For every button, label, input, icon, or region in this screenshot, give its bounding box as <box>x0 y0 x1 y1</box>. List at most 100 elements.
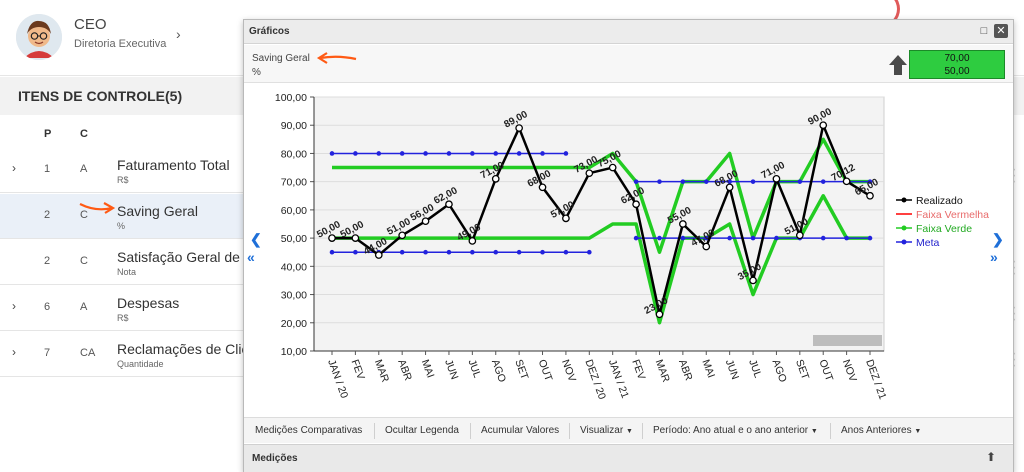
period-dropdown[interactable]: Período: Ano atual e o ano anterior ▼ <box>653 425 818 436</box>
y-tick-label: 80,00 <box>281 148 307 160</box>
control-row[interactable]: 2 C Satisfação Geral de C Nota <box>0 240 254 285</box>
meta-upper-line-point <box>423 151 428 156</box>
control-row[interactable]: › 7 CA Reclamações de Clien Quantidade <box>0 332 257 377</box>
column-header-c: C <box>80 128 88 140</box>
avatar[interactable] <box>16 14 62 60</box>
dialog-titlebar[interactable]: Gráficos □ ✕ <box>244 20 1013 44</box>
double-chevron-right-icon[interactable]: » <box>990 249 998 265</box>
close-icon[interactable]: ✕ <box>994 24 1008 38</box>
realizado-point <box>374 251 383 259</box>
chevron-right-icon[interactable]: › <box>12 345 16 359</box>
period-dropdown-label: Período: Ano atual e o ano anterior <box>653 425 809 436</box>
meta-upper-line-point <box>680 179 686 184</box>
chevron-right-icon[interactable]: ❯ <box>992 231 1004 247</box>
x-tick-label: AGO <box>489 358 508 384</box>
realizado-point <box>702 242 711 251</box>
row-name: Saving Geral <box>117 203 198 219</box>
x-tick-label: MAR <box>653 358 672 384</box>
x-tick-label: MAR <box>372 358 391 384</box>
double-chevron-up-icon[interactable]: ⬆ <box>986 450 997 464</box>
x-tick-label: OUT <box>816 358 835 383</box>
meta-lower-line-point <box>680 235 686 241</box>
goal-top: 70,00 <box>944 53 970 64</box>
row-p: 6 <box>44 301 51 313</box>
y-tick-label: 40,00 <box>281 261 307 273</box>
control-row-selected[interactable]: 2 C Saving Geral % <box>0 194 244 239</box>
chevron-right-icon[interactable]: › <box>12 161 16 175</box>
meta-lower-line-point <box>329 249 335 255</box>
chevron-right-icon[interactable]: › <box>176 26 181 42</box>
legend-label: Meta <box>916 237 940 249</box>
meta-lower-line-point <box>516 249 522 255</box>
row-p: 2 <box>44 209 51 221</box>
row-c: C <box>80 255 88 267</box>
toolbar-divider <box>470 423 471 439</box>
realizado-point <box>608 163 617 172</box>
comparative-measures-button[interactable]: Medições Comparativas <box>255 425 363 436</box>
meta-upper-line-point <box>657 179 662 184</box>
hide-legend-button[interactable]: Ocultar Legenda <box>385 425 459 436</box>
meta-upper-line-point <box>867 179 873 184</box>
meta-upper-line-point <box>329 151 335 156</box>
y-tick-label: 70,00 <box>281 177 307 189</box>
legend-swatch-dot <box>901 197 907 203</box>
control-row[interactable]: › 6 A Despesas R$ <box>0 286 244 331</box>
realizado-point <box>585 169 594 178</box>
previous-years-label: Anos Anteriores <box>841 425 912 436</box>
view-dropdown-label: Visualizar <box>580 425 624 436</box>
meta-lower-line-point <box>423 249 428 255</box>
toolbar-divider <box>569 423 570 439</box>
section-title: ITENS DE CONTROLE(5) <box>18 88 183 104</box>
caret-down-icon: ▼ <box>810 428 818 435</box>
previous-years-dropdown[interactable]: Anos Anteriores ▼ <box>841 425 921 436</box>
chevron-right-icon[interactable]: › <box>12 299 16 313</box>
caret-down-icon: ▼ <box>914 428 922 435</box>
row-name: Satisfação Geral de C <box>117 249 254 265</box>
maximize-icon[interactable]: □ <box>980 25 988 37</box>
plot-background <box>313 96 885 352</box>
x-tick-label: DEZ / 20 <box>582 358 608 401</box>
indicator-unit: % <box>252 67 261 78</box>
realizado-point <box>328 234 336 242</box>
goal-bottom: 50,00 <box>944 66 970 77</box>
meta-upper-line-point <box>727 179 732 184</box>
x-tick-label: ABR <box>395 358 414 383</box>
control-row[interactable]: › 1 A Faturamento Total R$ <box>0 148 244 193</box>
legend-label: Faixa Verde <box>916 223 972 235</box>
saving-chart: 10,00 20,00 30,00 40,00 50,00 60,00 70,00 80,00… <box>275 92 989 401</box>
row-c: A <box>80 301 88 313</box>
meta-upper-line-point <box>563 151 569 156</box>
row-name: Despesas <box>117 295 180 311</box>
y-tick-label: 90,00 <box>281 120 307 132</box>
realizado-point <box>655 310 664 319</box>
meta-lower-line-point <box>446 249 452 255</box>
measurements-panel-header[interactable]: Medições ⬆ <box>244 444 1013 472</box>
view-dropdown[interactable]: Visualizar ▼ <box>580 425 633 436</box>
row-p: 1 <box>44 163 51 175</box>
scroll-thumb <box>813 335 882 346</box>
realizado-point <box>351 234 360 242</box>
double-chevron-left-icon[interactable]: « <box>247 249 255 265</box>
y-tick-label: 50,00 <box>281 233 307 245</box>
row-name: Reclamações de Clien <box>117 341 258 357</box>
row-unit: Nota <box>117 267 137 277</box>
meta-lower-line-point <box>820 235 826 241</box>
dialog-title: Gráficos <box>249 26 290 37</box>
meta-upper-line-point <box>820 179 826 184</box>
accumulate-values-button[interactable]: Acumular Valores <box>481 425 560 436</box>
charts-dialog: Gráficos □ ✕ Saving Geral % 70,00 50,00 … <box>243 19 1014 472</box>
realizado-point <box>468 237 477 245</box>
meta-upper-line-point <box>399 151 405 156</box>
x-tick-label: JUL <box>466 358 484 380</box>
chevron-left-icon[interactable]: ❮ <box>250 231 262 247</box>
caret-down-icon: ▼ <box>625 428 633 435</box>
chart-area: 10,00 20,00 30,00 40,00 50,00 60,00 70,00 80,00… <box>244 83 1013 416</box>
x-tick-label: OUT <box>536 358 555 383</box>
meta-upper-line-point <box>797 179 803 184</box>
realizado-point <box>866 191 874 200</box>
realizado-line <box>332 123 871 316</box>
x-tick-label: ABR <box>676 358 695 383</box>
meta-upper-line-point <box>516 151 522 156</box>
x-tick-label: SET <box>793 358 811 382</box>
